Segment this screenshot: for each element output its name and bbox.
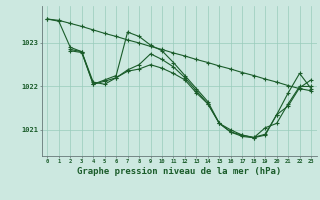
X-axis label: Graphe pression niveau de la mer (hPa): Graphe pression niveau de la mer (hPa) — [77, 167, 281, 176]
